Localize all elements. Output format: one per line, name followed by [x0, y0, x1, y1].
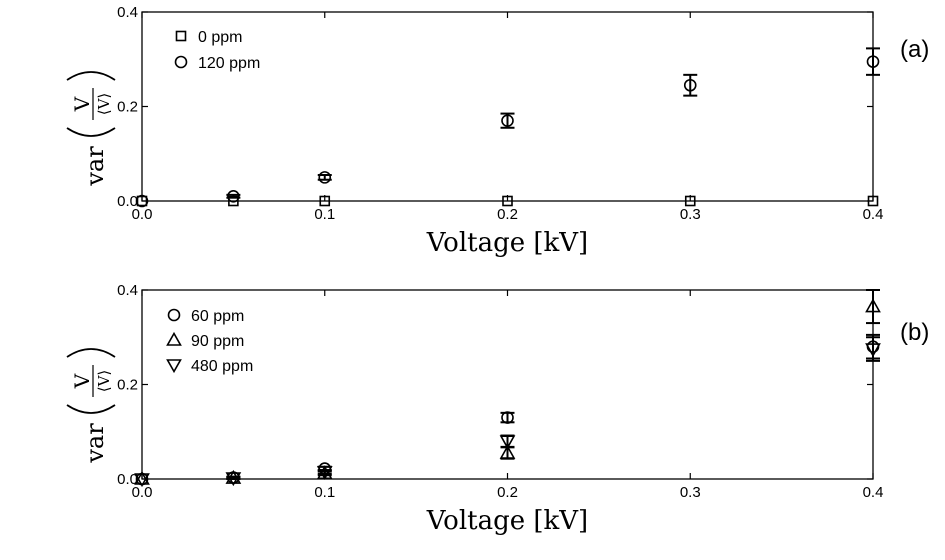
x-tick-label: 0.4 — [863, 206, 884, 223]
data-point — [136, 195, 148, 207]
plot-frame — [141, 11, 874, 202]
y-tick-label: 0.2 — [117, 377, 138, 394]
legend-label: 120 ppm — [198, 55, 260, 72]
x-axis-label: Voltage [kV] — [426, 506, 588, 536]
panel-label: (a) — [900, 36, 929, 63]
data-point — [865, 298, 881, 313]
y-label-denominator: ⟨V⟩ — [95, 93, 113, 116]
x-tick-label: 0.2 — [497, 206, 518, 223]
legend-label: 0 ppm — [198, 29, 242, 46]
x-tick-label: 0.3 — [680, 206, 701, 223]
x-tick-label: 0.4 — [863, 484, 884, 501]
data-point — [501, 411, 514, 424]
series-90-ppm — [134, 289, 881, 485]
y-label-paren-right — [66, 71, 116, 81]
data-point — [499, 435, 516, 450]
y-tick-label: 0.0 — [117, 193, 138, 210]
data-point — [499, 444, 516, 459]
y-tick-label: 0.2 — [117, 99, 138, 116]
legend-label: 60 ppm — [191, 308, 244, 325]
panel-b: 0.0 0.1 0.2 0.3 0.4 0.0 0.2 0.4 Voltage [kV] var V… — [66, 282, 929, 536]
legend-marker — [166, 331, 182, 346]
y-label-numerator: V — [70, 96, 94, 112]
y-tick-label: 0.0 — [117, 471, 138, 488]
data-point — [683, 78, 697, 92]
panel-a: 0.0 0.1 0.2 0.3 0.4 0.0 0.2 0.4 Voltage [kV] var V… — [66, 4, 929, 258]
y-axis-label: var V ⟨V⟩ — [66, 71, 116, 187]
data-point — [865, 343, 881, 358]
x-tick-label: 0.3 — [680, 484, 701, 501]
y-label-numerator: V — [70, 373, 94, 389]
y-tick-label: 0.4 — [117, 282, 138, 299]
data-point — [134, 473, 150, 488]
data-point — [318, 171, 332, 184]
legend-label: 90 ppm — [191, 333, 244, 350]
y-label-denominator: ⟨V⟩ — [95, 370, 113, 393]
data-point — [501, 114, 514, 127]
legend-marker — [166, 359, 182, 374]
data-point — [227, 189, 240, 203]
x-tick-label: 0.0 — [132, 206, 153, 223]
data-point — [866, 55, 880, 68]
y-label-paren-left — [66, 404, 116, 414]
data-point — [867, 195, 879, 207]
legend-marker — [175, 30, 187, 42]
x-tick-label: 0.2 — [497, 484, 518, 501]
series-120-ppm — [135, 47, 880, 208]
data-point — [502, 195, 513, 207]
y-label-func: var — [81, 423, 109, 464]
x-tick-label: 0.1 — [314, 206, 335, 223]
legend-marker — [174, 55, 188, 69]
y-label-func: var — [81, 146, 109, 187]
y-label-paren-right — [66, 348, 116, 358]
y-axis-label: var V ⟨V⟩ — [66, 348, 116, 464]
data-point — [135, 194, 149, 208]
series-480-ppm — [134, 336, 881, 488]
data-point — [316, 466, 333, 481]
series-0-ppm — [136, 195, 879, 207]
legend-marker — [167, 308, 181, 322]
y-tick-label: 0.4 — [117, 4, 138, 21]
data-point — [225, 472, 242, 487]
x-tick-label: 0.1 — [314, 484, 335, 501]
data-point — [684, 195, 696, 207]
x-tick-label: 0.0 — [132, 484, 153, 501]
y-label-paren-left — [66, 127, 116, 137]
x-axis-label: Voltage [kV] — [426, 228, 588, 258]
panel-label: (b) — [900, 319, 929, 346]
data-point — [319, 195, 331, 207]
legend-label: 480 ppm — [191, 358, 253, 375]
